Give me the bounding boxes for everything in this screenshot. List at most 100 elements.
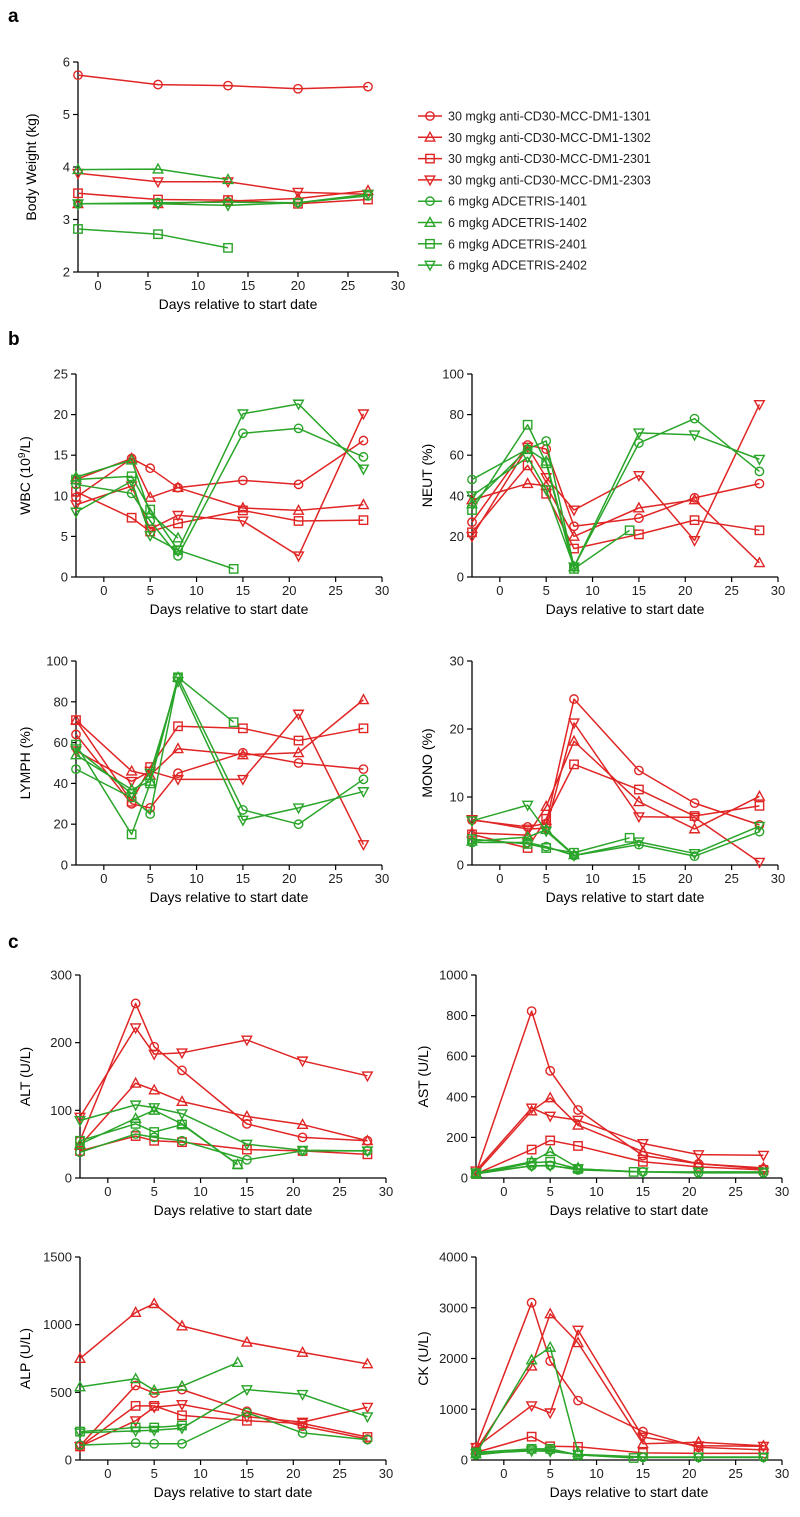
data-point — [688, 848, 701, 860]
data-point — [176, 1095, 188, 1107]
data-point — [71, 729, 81, 740]
data-point — [632, 795, 645, 807]
legend-marker — [425, 238, 435, 249]
data-point — [173, 721, 183, 732]
series-line — [471, 464, 760, 550]
x-tick-label: 5 — [543, 583, 550, 598]
series-line — [471, 432, 760, 568]
data-point — [153, 79, 163, 90]
x-tick-label: 5 — [147, 583, 154, 598]
x-tick-label: 10 — [585, 871, 599, 886]
chart-ast: 0 5 10 15 20 25 30 0 200 400 600 800 1000 Days relati… — [415, 968, 789, 1219]
data-point — [75, 1135, 85, 1146]
data-point — [636, 1167, 649, 1179]
y-tick-label: 1500 — [43, 1250, 72, 1265]
x-axis-label: Days relative to start date — [150, 889, 309, 905]
data-point — [125, 776, 138, 788]
data-point — [296, 1118, 309, 1130]
y-tick-label: 0 — [461, 1171, 468, 1186]
x-tick-label: 20 — [286, 1466, 300, 1481]
data-point — [149, 1132, 160, 1143]
data-point — [362, 189, 374, 201]
data-point — [628, 1453, 639, 1463]
data-point — [130, 1118, 141, 1129]
x-tick-label: 30 — [775, 1184, 789, 1199]
data-point — [173, 768, 183, 779]
data-point — [296, 1389, 309, 1401]
data-point — [466, 497, 478, 509]
series-8 — [466, 428, 766, 574]
series-line — [471, 837, 630, 854]
data-point — [176, 1319, 188, 1331]
data-point — [573, 1105, 583, 1115]
data-point — [361, 1412, 374, 1424]
data-point — [521, 800, 534, 812]
series-line — [471, 828, 575, 856]
x-tick-label: 30 — [379, 1184, 393, 1199]
chart-lymph: 0 5 10 15 20 25 30 0 20 40 60 80 100 Days relative to… — [17, 654, 389, 906]
data-point — [236, 815, 249, 827]
y-tick-label: 0 — [457, 858, 464, 873]
data-point — [358, 515, 369, 526]
y-tick-label: 1000 — [439, 1402, 468, 1417]
y-axis-label: MONO (%) — [419, 728, 435, 797]
x-tick-label: 10 — [589, 1184, 603, 1199]
legend-marker — [424, 175, 436, 187]
data-point — [544, 1145, 557, 1157]
data-point — [525, 1401, 538, 1413]
series-line — [79, 1002, 368, 1142]
series-4 — [74, 1023, 374, 1124]
y-axis-label-end: /L) — [17, 436, 33, 452]
data-point — [357, 693, 370, 705]
data-point — [753, 857, 766, 869]
data-point — [228, 563, 239, 574]
y-tick-label: 80 — [450, 407, 464, 422]
data-point — [754, 478, 765, 489]
series-4 — [70, 709, 370, 852]
series-8 — [72, 189, 374, 212]
series-1 — [471, 1297, 769, 1455]
data-point — [130, 998, 141, 1009]
panel-label-c: c — [8, 932, 19, 953]
series-line — [78, 193, 369, 207]
data-point — [148, 1383, 161, 1395]
data-point — [688, 493, 701, 505]
data-point — [71, 764, 81, 775]
series-line — [77, 74, 369, 90]
series-line — [75, 403, 364, 551]
data-point — [177, 1119, 187, 1130]
x-tick-label: 0 — [500, 1184, 507, 1199]
x-tick-label: 20 — [286, 1184, 300, 1199]
series-line — [475, 1107, 764, 1172]
data-point — [753, 454, 766, 466]
series-line — [75, 676, 235, 836]
data-point — [693, 1161, 704, 1172]
series-line — [79, 1405, 368, 1448]
series-2 — [74, 1076, 374, 1151]
series-8 — [74, 1100, 374, 1158]
data-point — [75, 1440, 85, 1451]
series-line — [75, 699, 364, 776]
series-line — [471, 722, 760, 863]
data-point — [636, 1145, 649, 1157]
legend-marker — [425, 196, 435, 207]
data-point — [148, 1297, 161, 1309]
series-line — [75, 427, 364, 557]
legend-item: 30 mgkg anti-CD30-MCC-DM1-1301 — [418, 110, 651, 124]
chart-body_weight: 0 5 10 15 20 25 30 2 3 4 5 6 Days relative to start … — [23, 55, 405, 313]
data-point — [73, 188, 83, 199]
x-tick-label: 15 — [240, 1184, 254, 1199]
data-point — [521, 824, 534, 836]
data-point — [296, 1056, 309, 1068]
data-point — [292, 551, 305, 563]
series-2 — [470, 1307, 770, 1455]
x-tick-label: 15 — [240, 1466, 254, 1481]
series-7 — [75, 1118, 243, 1170]
y-tick-label: 6 — [63, 55, 70, 70]
y-tick-label: 80 — [54, 694, 68, 709]
y-axis-label: LYMPH (%) — [17, 727, 33, 800]
data-point — [144, 490, 157, 502]
series-line — [475, 1150, 579, 1174]
